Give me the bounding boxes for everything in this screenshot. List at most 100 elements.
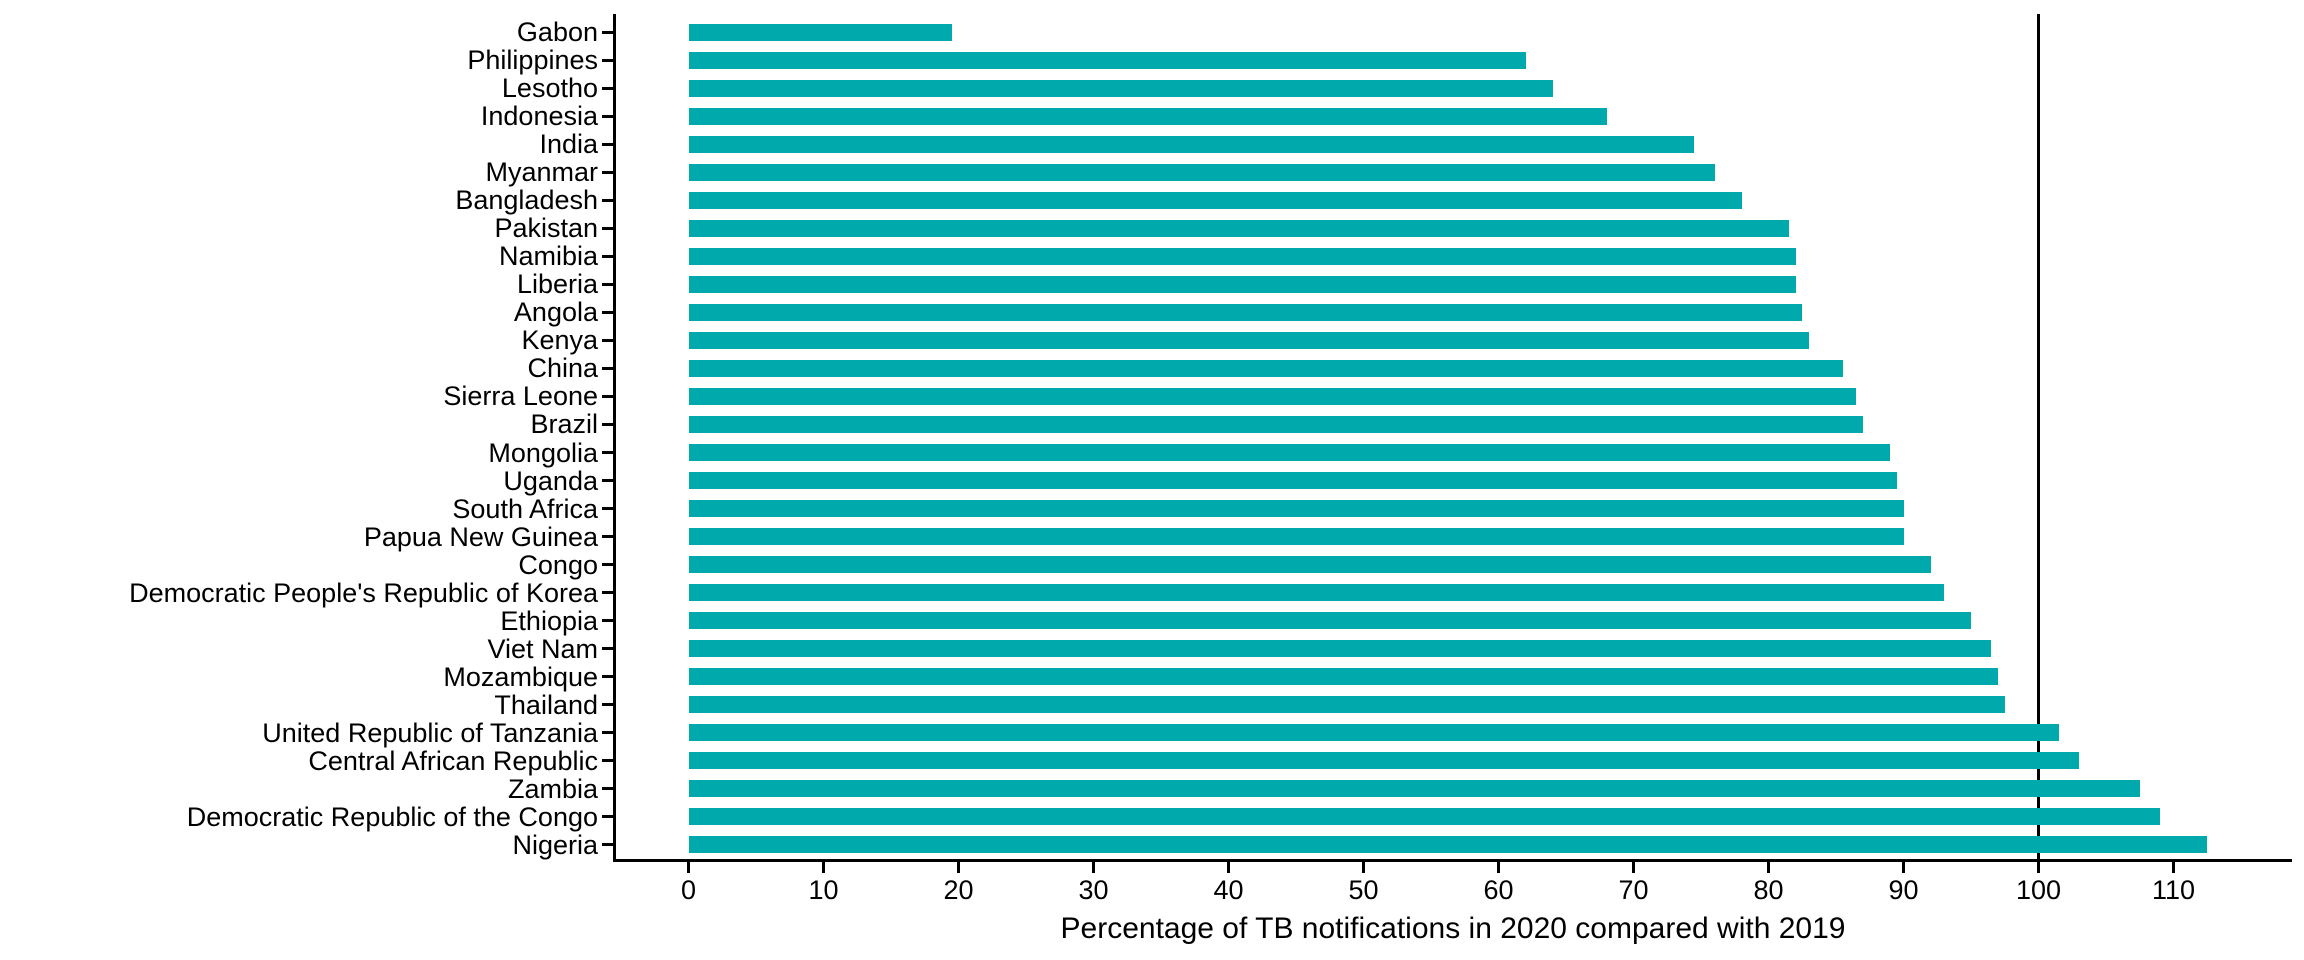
bar — [688, 836, 2208, 854]
x-tick-label: 60 — [1483, 875, 1514, 905]
bar — [688, 556, 1931, 574]
category-label: China — [527, 353, 598, 384]
x-tick-label: 50 — [1348, 875, 1379, 905]
y-tick-mark — [602, 422, 613, 426]
x-tick-label: 90 — [1888, 875, 1919, 905]
x-tick-mark — [687, 862, 690, 873]
x-tick-mark — [1362, 862, 1365, 873]
category-label: Myanmar — [485, 157, 598, 188]
bar — [688, 528, 1904, 546]
y-tick-mark — [602, 507, 613, 511]
bar — [688, 247, 1796, 265]
bar — [688, 444, 1890, 462]
x-tick-label: 10 — [808, 875, 839, 905]
category-label: Brazil — [530, 409, 598, 440]
bar — [688, 387, 1857, 405]
category-label: Uganda — [503, 465, 598, 496]
category-label: Gabon — [516, 17, 598, 48]
category-label: Mongolia — [488, 437, 598, 468]
bar — [688, 359, 1843, 377]
category-label: Democratic Republic of the Congo — [186, 801, 598, 832]
bar — [688, 303, 1803, 321]
x-tick-mark — [2037, 862, 2040, 873]
y-tick-mark — [602, 170, 613, 174]
category-label: Lesotho — [501, 73, 598, 104]
y-tick-mark — [602, 703, 613, 707]
y-tick-mark — [602, 86, 613, 90]
y-tick-mark — [602, 394, 613, 398]
category-label: Viet Nam — [487, 633, 598, 664]
bar — [688, 752, 2079, 770]
bar — [688, 808, 2160, 826]
category-label: Zambia — [507, 773, 598, 804]
y-tick-mark — [602, 759, 613, 763]
bar — [688, 219, 1789, 237]
bar — [688, 724, 2059, 742]
bar — [688, 135, 1695, 153]
y-tick-mark — [602, 198, 613, 202]
category-label: Ethiopia — [500, 605, 598, 636]
category-label: Kenya — [521, 325, 598, 356]
x-tick-mark — [1092, 862, 1095, 873]
bar — [688, 696, 2005, 714]
x-tick-label: 30 — [1078, 875, 1109, 905]
y-tick-mark — [602, 675, 613, 679]
bar — [688, 51, 1526, 69]
bar — [688, 668, 1998, 686]
reference-line-100 — [2037, 14, 2040, 859]
category-label: Bangladesh — [455, 185, 598, 216]
x-tick-label: 100 — [2015, 875, 2062, 905]
y-tick-mark — [602, 114, 613, 118]
y-tick-mark — [602, 451, 613, 455]
y-tick-mark — [602, 815, 613, 819]
bar — [688, 331, 1809, 349]
y-tick-mark — [602, 142, 613, 146]
bar — [688, 472, 1897, 490]
category-label: Congo — [518, 549, 598, 580]
x-tick-mark — [822, 862, 825, 873]
y-tick-mark — [602, 366, 613, 370]
x-tick-mark — [1767, 862, 1770, 873]
y-tick-mark — [602, 58, 613, 62]
y-axis-line — [613, 14, 616, 862]
bar — [688, 79, 1553, 97]
x-tick-label: 110 — [2151, 875, 2196, 905]
bar — [688, 191, 1742, 209]
y-tick-mark — [602, 254, 613, 258]
x-tick-mark — [1497, 862, 1500, 873]
bar — [688, 612, 1971, 630]
y-tick-mark — [602, 731, 613, 735]
bar — [688, 275, 1796, 293]
x-tick-mark — [2172, 862, 2175, 873]
category-label: Sierra Leone — [443, 381, 598, 412]
bar — [688, 107, 1607, 125]
y-tick-mark — [602, 226, 613, 230]
y-tick-mark — [602, 787, 613, 791]
x-tick-label: 80 — [1753, 875, 1784, 905]
x-axis-line — [613, 859, 2292, 862]
x-tick-label: 20 — [943, 875, 974, 905]
bar — [688, 640, 1992, 658]
bar — [688, 584, 1944, 602]
x-tick-label: 40 — [1213, 875, 1244, 905]
y-tick-mark — [602, 282, 613, 286]
category-label: Democratic People's Republic of Korea — [129, 577, 598, 608]
bar — [688, 780, 2140, 798]
category-label: Papua New Guinea — [363, 521, 598, 552]
y-tick-mark — [602, 479, 613, 483]
category-label: Liberia — [516, 269, 598, 300]
category-label: United Republic of Tanzania — [262, 717, 598, 748]
category-label: Indonesia — [480, 101, 598, 132]
y-tick-mark — [602, 563, 613, 567]
category-label: India — [539, 129, 598, 160]
y-tick-mark — [602, 30, 613, 34]
x-tick-label: 70 — [1618, 875, 1649, 905]
y-tick-mark — [602, 843, 613, 847]
category-label: Mozambique — [443, 661, 598, 692]
category-label: Pakistan — [494, 213, 598, 244]
y-tick-mark — [602, 535, 613, 539]
category-label: Central African Republic — [308, 745, 598, 776]
x-tick-mark — [1902, 862, 1905, 873]
y-tick-mark — [602, 619, 613, 623]
bar — [688, 23, 952, 41]
